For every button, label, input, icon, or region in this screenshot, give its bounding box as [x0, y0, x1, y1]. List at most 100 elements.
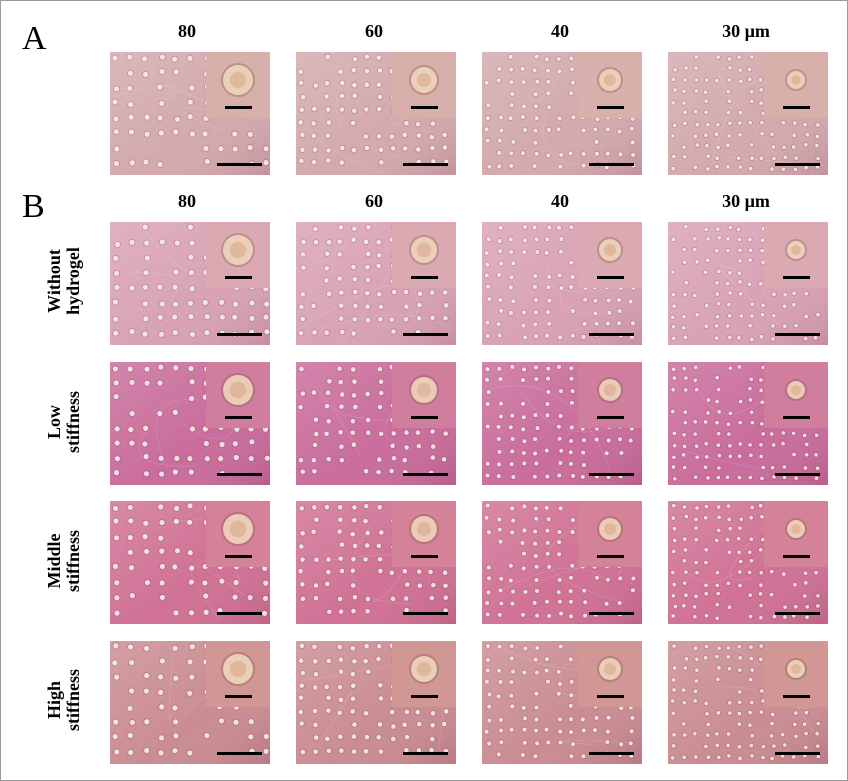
panel-b-header-60: 60 [365, 191, 383, 211]
middle-stiffness-image-40 [482, 501, 642, 624]
scale-bar [775, 163, 820, 166]
inset-scale-bar [225, 276, 252, 279]
scale-bar [217, 163, 262, 166]
row-label-line: stiffness [63, 530, 83, 592]
without-hydrogel-image-60 [296, 222, 456, 345]
panel-b-header-40: 40 [551, 191, 569, 211]
inset-cell-image [392, 52, 456, 118]
scale-bar [403, 612, 448, 615]
low-stiffness-image-60 [296, 362, 456, 485]
panel-b-header-80: 80 [178, 191, 196, 211]
inset-scale-bar [411, 106, 438, 109]
scale-bar [217, 333, 262, 336]
low-stiffness-image-40 [482, 362, 642, 485]
scale-bar [217, 473, 262, 476]
row-label-line: Low [44, 405, 65, 440]
panel-a-header-60: 60 [365, 21, 383, 41]
inset-scale-bar [783, 416, 810, 419]
inset-scale-bar [597, 555, 624, 558]
inset-cell-image [206, 501, 270, 567]
panel-a-letter: A [22, 20, 47, 57]
inset-cell-image [206, 641, 270, 707]
panel-a-header-80: 80 [178, 21, 196, 41]
high-stiffness-image-40 [482, 641, 642, 764]
row-label-low-stiffness: Low stiffness [42, 352, 86, 492]
scale-bar [589, 612, 634, 615]
inset-scale-bar [597, 106, 624, 109]
inset-cell-image [578, 362, 642, 428]
row-label-line: stiffness [63, 669, 83, 731]
row-label-high-stiffness: High stiffness [42, 630, 86, 770]
inset-cell-image [206, 362, 270, 428]
panel-a-image-30 [668, 52, 828, 175]
middle-stiffness-image-30 [668, 501, 828, 624]
low-stiffness-image-80 [110, 362, 270, 485]
high-stiffness-image-60 [296, 641, 456, 764]
middle-stiffness-image-60 [296, 501, 456, 624]
panel-b-letter: B [22, 188, 45, 225]
scale-bar [217, 752, 262, 755]
scale-bar [403, 333, 448, 336]
inset-scale-bar [225, 416, 252, 419]
row-label-line: hydrogel [63, 247, 83, 315]
scale-bar [589, 333, 634, 336]
panel-b-header-30: 30 µm [722, 191, 770, 211]
inset-scale-bar [597, 695, 624, 698]
inset-cell-image [578, 641, 642, 707]
scale-bar [217, 612, 262, 615]
panel-a-image-40 [482, 52, 642, 175]
inset-cell-image [206, 222, 270, 288]
inset-cell-image [392, 362, 456, 428]
inset-scale-bar [225, 695, 252, 698]
row-label-middle-stiffness: Middle stiffness [42, 491, 86, 631]
scale-bar [589, 752, 634, 755]
row-label-without-hydrogel: Without hydrogel [42, 211, 86, 351]
row-label-line: Middle [44, 533, 65, 589]
panel-a-header-30: 30 µm [722, 21, 770, 41]
scale-bar [403, 473, 448, 476]
scale-bar [775, 473, 820, 476]
high-stiffness-image-80 [110, 641, 270, 764]
without-hydrogel-image-40 [482, 222, 642, 345]
inset-cell-image [764, 222, 828, 288]
inset-cell-image [206, 52, 270, 118]
inset-cell-image [764, 501, 828, 567]
scale-bar [775, 612, 820, 615]
inset-scale-bar [783, 276, 810, 279]
high-stiffness-image-30 [668, 641, 828, 764]
inset-cell-image [764, 362, 828, 428]
inset-cell-image [392, 641, 456, 707]
inset-scale-bar [411, 555, 438, 558]
inset-cell-image [578, 52, 642, 118]
inset-cell-image [764, 52, 828, 118]
inset-cell-image [764, 641, 828, 707]
row-label-line: Without [44, 249, 65, 313]
scale-bar [403, 752, 448, 755]
panel-a-image-60 [296, 52, 456, 175]
panel-a-image-80 [110, 52, 270, 175]
inset-scale-bar [411, 276, 438, 279]
inset-cell-image [578, 501, 642, 567]
inset-scale-bar [597, 416, 624, 419]
scale-bar [589, 473, 634, 476]
inset-scale-bar [597, 276, 624, 279]
inset-cell-image [392, 501, 456, 567]
inset-cell-image [578, 222, 642, 288]
scale-bar [775, 333, 820, 336]
inset-scale-bar [411, 416, 438, 419]
without-hydrogel-image-80 [110, 222, 270, 345]
inset-scale-bar [225, 106, 252, 109]
inset-scale-bar [225, 555, 252, 558]
inset-scale-bar [411, 695, 438, 698]
without-hydrogel-image-30 [668, 222, 828, 345]
row-label-line: stiffness [63, 391, 83, 453]
low-stiffness-image-30 [668, 362, 828, 485]
inset-cell-image [392, 222, 456, 288]
scale-bar [403, 163, 448, 166]
inset-scale-bar [783, 555, 810, 558]
row-label-line: High [44, 681, 65, 720]
scale-bar [775, 752, 820, 755]
scale-bar [589, 163, 634, 166]
middle-stiffness-image-80 [110, 501, 270, 624]
inset-scale-bar [783, 695, 810, 698]
